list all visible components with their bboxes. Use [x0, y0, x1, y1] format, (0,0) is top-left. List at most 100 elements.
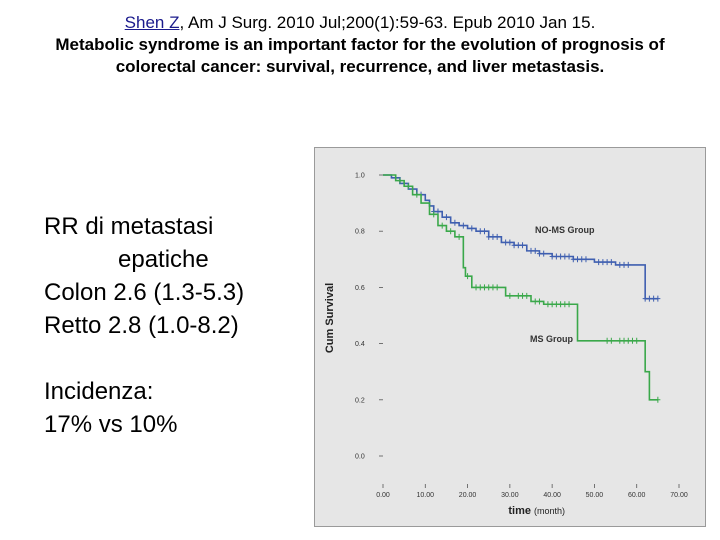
- ms-censor-mark: [621, 337, 627, 344]
- ms-censor-mark: [532, 298, 538, 305]
- x-tick-label: 50.00: [586, 492, 604, 499]
- ms-censor-mark: [520, 292, 526, 299]
- no-ms-censor-mark: [435, 208, 441, 215]
- no-ms-censor-mark: [600, 259, 606, 266]
- ms-censor-mark: [629, 337, 635, 344]
- no-ms-censor-mark: [494, 233, 500, 240]
- x-axis-label: time: [508, 505, 531, 517]
- x-tick-label: 10.00: [417, 492, 435, 499]
- no-ms-censor-mark: [625, 261, 631, 268]
- no-ms-censor-mark: [621, 261, 627, 268]
- no-ms-censor-mark: [553, 253, 559, 260]
- ms-censor-mark: [566, 301, 572, 308]
- no-ms-censor-mark: [646, 295, 652, 302]
- rr-label: RR di metastasi: [44, 213, 214, 240]
- y-tick-label: 0.4: [355, 341, 365, 348]
- ms-censor-mark: [507, 292, 513, 299]
- ms-censor-mark: [431, 211, 437, 218]
- ms-censor-mark: [439, 222, 445, 229]
- y-tick-label: 0.8: [355, 229, 365, 236]
- no-ms-censor-mark: [452, 219, 458, 226]
- ms-censor-mark: [617, 337, 623, 344]
- citation-text: , Am J Surg. 2010 Jul;200(1):59-63. Epub…: [179, 13, 596, 32]
- x-axis-unit: (month): [534, 506, 565, 516]
- ms-censor-mark: [494, 284, 500, 291]
- ms-censor-mark: [562, 301, 568, 308]
- no-ms-censor-mark: [583, 256, 589, 263]
- ms-censor-mark: [608, 337, 614, 344]
- ms-censor-mark: [448, 228, 454, 235]
- no-ms-censor-mark: [520, 242, 526, 249]
- ms-censor-mark: [414, 191, 420, 198]
- y-tick-label: 0.6: [355, 285, 365, 292]
- incidence-label: Incidenza:: [44, 378, 154, 405]
- no-ms-censor-mark: [566, 253, 572, 260]
- ms-censor-mark: [524, 292, 530, 299]
- incidence-values: 17% vs 10%: [44, 411, 178, 438]
- no-ms-censor-mark: [532, 247, 538, 254]
- no-ms-censor-mark: [460, 222, 466, 229]
- ms-censor-mark: [625, 337, 631, 344]
- no-ms-censor-mark: [503, 239, 509, 246]
- y-tick-label: 0.0: [355, 454, 365, 461]
- x-tick-label: 40.00: [543, 492, 561, 499]
- ms-censor-mark: [456, 233, 462, 240]
- no-ms-censor-mark: [604, 259, 610, 266]
- ms-censor-mark: [655, 396, 661, 403]
- rr-label-cont: epatiche: [118, 246, 209, 273]
- no-ms-censor-mark: [541, 250, 547, 257]
- y-axis-label: Cum Survival: [324, 283, 336, 353]
- colon-rr: Colon 2.6 (1.3-5.3): [44, 279, 245, 306]
- no-ms-censor-mark: [579, 256, 585, 263]
- ms-censor-mark: [545, 301, 551, 308]
- citation-header: Shen Z, Am J Surg. 2010 Jul;200(1):59-63…: [40, 12, 680, 78]
- ms-censor-mark: [549, 301, 555, 308]
- ms-censor-mark: [486, 284, 492, 291]
- no-ms-censor-mark: [481, 228, 487, 235]
- no-ms-censor-mark: [507, 239, 513, 246]
- no-ms-censor-mark: [469, 225, 475, 232]
- ms-censor-mark: [397, 177, 403, 184]
- ms-censor-mark: [536, 298, 542, 305]
- x-tick-label: 60.00: [628, 492, 646, 499]
- no-ms-censor-mark: [536, 250, 542, 257]
- ms-censor-mark: [465, 273, 471, 280]
- y-tick-label: 1.0: [355, 173, 365, 180]
- ms-censor-mark: [405, 183, 411, 190]
- spacer: [44, 342, 244, 375]
- ms-censor-mark: [477, 284, 483, 291]
- summary-text: RR di metastasi epatiche Colon 2.6 (1.3-…: [44, 210, 244, 441]
- ms-censor-mark: [490, 284, 496, 291]
- ms-censor-mark: [473, 284, 479, 291]
- ms-censor-mark: [481, 284, 487, 291]
- author-link[interactable]: Shen Z: [124, 13, 180, 32]
- no-ms-censor-mark: [570, 256, 576, 263]
- no-ms-survival-line: [383, 174, 658, 300]
- survival-chart: 0.0 0.2 0.4 0.6 0.8 1.0 0.00 10.00 20.00 30.00 40.…: [324, 173, 688, 518]
- no-ms-censor-mark: [642, 295, 648, 302]
- no-ms-censor-mark: [558, 253, 564, 260]
- no-ms-censor-mark: [651, 295, 657, 302]
- no-ms-censor-mark: [490, 233, 496, 240]
- no-ms-group-label: NO-MS Group: [535, 225, 595, 235]
- chart-series: [383, 174, 661, 403]
- no-ms-censor-mark: [617, 261, 623, 268]
- y-tick-label: 0.2: [355, 397, 365, 404]
- ms-censor-mark: [553, 301, 559, 308]
- ms-censor-mark: [604, 337, 610, 344]
- no-ms-censor-mark: [528, 247, 534, 254]
- ms-censor-mark: [634, 337, 640, 344]
- no-ms-censor-mark: [575, 256, 581, 263]
- survival-chart-frame: 0.0 0.2 0.4 0.6 0.8 1.0 0.00 10.00 20.00 30.00 40.…: [314, 147, 706, 527]
- no-ms-censor-mark: [515, 242, 521, 249]
- no-ms-censor-mark: [596, 259, 602, 266]
- ms-censor-mark: [558, 301, 564, 308]
- x-tick-label: 20.00: [459, 492, 477, 499]
- no-ms-censor-mark: [608, 259, 614, 266]
- rectum-rr: Retto 2.8 (1.0-8.2): [44, 312, 239, 339]
- x-tick-label: 30.00: [501, 492, 519, 499]
- no-ms-censor-mark: [486, 233, 492, 240]
- no-ms-censor-mark: [443, 214, 449, 221]
- x-tick-label: 0.00: [376, 492, 390, 499]
- x-tick-label: 70.00: [670, 492, 688, 499]
